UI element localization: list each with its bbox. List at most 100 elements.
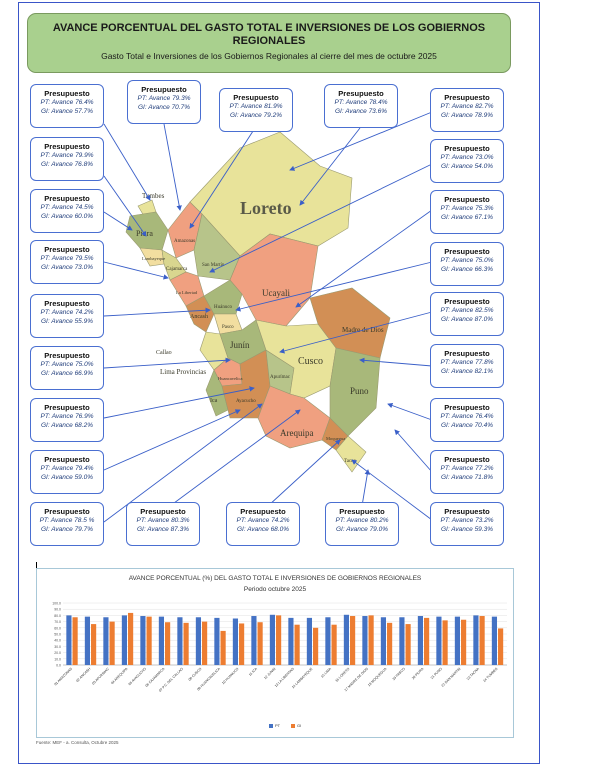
legend-label: GI xyxy=(297,723,301,728)
bar-gi xyxy=(387,622,393,665)
bar-gi xyxy=(368,615,374,665)
budget-callout: Presupuesto PT: Avance 76.4% GI: Avance … xyxy=(30,84,104,128)
callout-pt: PT: Avance 81.9% xyxy=(229,103,283,110)
x-tick-label: 20 PIURA xyxy=(411,666,425,680)
callout-title: Presupuesto xyxy=(44,403,90,412)
legend-swatch xyxy=(291,724,295,728)
budget-callout: Presupuesto PT: Avance 80.3% GI: Avance … xyxy=(126,502,200,546)
budget-callout: Presupuesto PT: Avance 74.2% GI: Avance … xyxy=(226,502,300,546)
budget-callout: Presupuesto PT: Avance 81.9% GI: Avance … xyxy=(219,88,293,132)
callout-gi: GI: Avance 78.9% xyxy=(440,112,494,119)
map-label-lambayeque: Lambayeque xyxy=(142,256,165,261)
chart-subtitle: Periodo octubre 2025 xyxy=(243,586,307,593)
callout-title: Presupuesto xyxy=(44,507,90,516)
budget-callout: Presupuesto PT: Avance 79.4% GI: Avance … xyxy=(30,450,104,494)
callout-pt: PT: Avance 74.2% xyxy=(40,309,94,316)
bar-pt xyxy=(232,618,239,665)
callout-pt: PT: Avance 75.3% xyxy=(440,205,494,212)
x-tick-label: 08 CUSCO xyxy=(188,667,203,682)
x-tick-label: 15 LIMA xyxy=(320,666,332,678)
map-label-junin: Junín xyxy=(230,340,250,350)
callout-title: Presupuesto xyxy=(141,85,187,94)
callout-gi: GI: Avance 79.2% xyxy=(229,112,283,119)
bar-pt xyxy=(195,617,202,665)
bar-pt xyxy=(380,617,387,665)
callout-gi: GI: Avance 66.9% xyxy=(40,370,94,377)
bar-gi xyxy=(165,622,171,665)
callout-pt: PT: Avance 79.3% xyxy=(137,95,191,102)
map-label-huancavelica: Huancavelica xyxy=(218,376,242,381)
callout-gi: GI: Avance 60.0% xyxy=(40,213,94,220)
bar-gi xyxy=(405,624,411,665)
chart-title: AVANCE PORCENTUAL (%) DEL GASTO TOTAL E … xyxy=(128,575,422,582)
bar-gi xyxy=(202,621,208,665)
x-tick-label: 21 PUNO xyxy=(430,667,443,680)
map-label-cusco: Cusco xyxy=(298,356,323,367)
callout-gi: GI: Avance 76.8% xyxy=(40,161,94,168)
map-label-ica: Ica xyxy=(210,398,218,404)
callout-pt: PT: Avance 79.9% xyxy=(40,152,94,159)
budget-callout: Presupuesto PT: Avance 79.3% GI: Avance … xyxy=(127,80,201,124)
callout-pt: PT: Avance 74.5% xyxy=(40,204,94,211)
map-label-ancash: Ancash xyxy=(190,314,208,320)
budget-callout: Presupuesto PT: Avance 77.8% GI: Avance … xyxy=(430,344,504,388)
callout-title: Presupuesto xyxy=(444,403,490,412)
y-tick-label: 60.0 xyxy=(54,626,61,630)
map-label-ucayali: Ucayali xyxy=(262,288,290,298)
y-tick-label: 50.0 xyxy=(54,633,61,637)
callout-pt: PT: Avance 75.0% xyxy=(40,361,94,368)
map-label-san-martin: San Martín xyxy=(202,263,225,268)
bar-gi xyxy=(183,622,189,665)
callout-gi: GI: Avance 59.3% xyxy=(440,526,494,533)
x-tick-label: 05 AYACUCHO xyxy=(128,667,148,687)
callout-title: Presupuesto xyxy=(44,455,90,464)
y-tick-label: 90.0 xyxy=(54,608,61,612)
map-label-pasco: Pasco xyxy=(222,325,234,330)
bar-pt xyxy=(121,615,128,665)
page-subtitle: Gasto Total e Inversiones de los Gobiern… xyxy=(101,51,437,61)
bar-pt xyxy=(158,616,165,665)
x-tick-label: 04 AREQUIPA xyxy=(110,666,129,685)
bar-pt xyxy=(436,616,442,665)
callout-title: Presupuesto xyxy=(444,349,490,358)
x-tick-label: 10 HUANUCO xyxy=(221,667,240,686)
callout-pt: PT: Avance 75.0% xyxy=(440,257,494,264)
callout-pt: PT: Avance 73.0% xyxy=(440,154,494,161)
callout-pt: PT: Avance 74.2% xyxy=(236,517,290,524)
callout-gi: GI: Avance 70.7% xyxy=(137,104,191,111)
x-tick-label: 02 ANCASH xyxy=(75,666,91,682)
callout-gi: GI: Avance 68.2% xyxy=(40,422,94,429)
x-tick-label: 24 TUMBES xyxy=(482,666,499,683)
x-tick-label: 22 SAN MARTIN xyxy=(441,666,462,687)
bar-pt xyxy=(214,617,220,665)
callout-pt: PT: Avance 80.2% xyxy=(335,517,389,524)
callout-pt: PT: Avance 73.2% xyxy=(440,517,494,524)
callout-pt: PT: Avance 79.4% xyxy=(40,465,94,472)
map-label-callao: Callao xyxy=(156,350,172,356)
budget-callout: Presupuesto PT: Avance 82.7% GI: Avance … xyxy=(430,88,504,132)
map-label-tumbes: Tumbes xyxy=(142,192,165,200)
budget-callout: Presupuesto PT: Avance 77.2% GI: Avance … xyxy=(430,450,504,494)
bar-gi xyxy=(91,624,97,665)
callout-gi: GI: Avance 68.0% xyxy=(236,526,290,533)
callout-title: Presupuesto xyxy=(444,455,490,464)
budget-callout: Presupuesto PT: Avance 75.3% GI: Avance … xyxy=(430,190,504,234)
x-tick-label: 23 TACNA xyxy=(466,666,481,681)
map-label-la-libertad: La Libertad xyxy=(176,290,198,295)
budget-callout: Presupuesto PT: Avance 78.4% GI: Avance … xyxy=(324,84,398,128)
budget-callout: Presupuesto PT: Avance 76.9% GI: Avance … xyxy=(30,398,104,442)
map-label-amazonas: Amazonas xyxy=(174,239,195,244)
budget-callout: Presupuesto PT: Avance 76.4% GI: Avance … xyxy=(430,398,504,442)
budget-callout: Presupuesto PT: Avance 79.9% GI: Avance … xyxy=(30,137,104,181)
y-tick-label: 30.0 xyxy=(54,645,61,649)
map-label-moquegua: Moquegua xyxy=(326,436,345,441)
map-label-puno: Puno xyxy=(350,386,369,396)
callout-pt: PT: Avance 78.4% xyxy=(334,99,388,106)
bar-gi xyxy=(72,617,78,665)
callout-pt: PT: Avance 77.2% xyxy=(440,465,494,472)
callout-pt: PT: Avance 76.9% xyxy=(40,413,94,420)
budget-callout: Presupuesto PT: Avance 80.2% GI: Avance … xyxy=(325,502,399,546)
budget-callout: Presupuesto PT: Avance 78.5 % GI: Avance… xyxy=(30,502,104,546)
bar-pt xyxy=(417,616,424,665)
callout-pt: PT: Avance 76.4% xyxy=(40,99,94,106)
